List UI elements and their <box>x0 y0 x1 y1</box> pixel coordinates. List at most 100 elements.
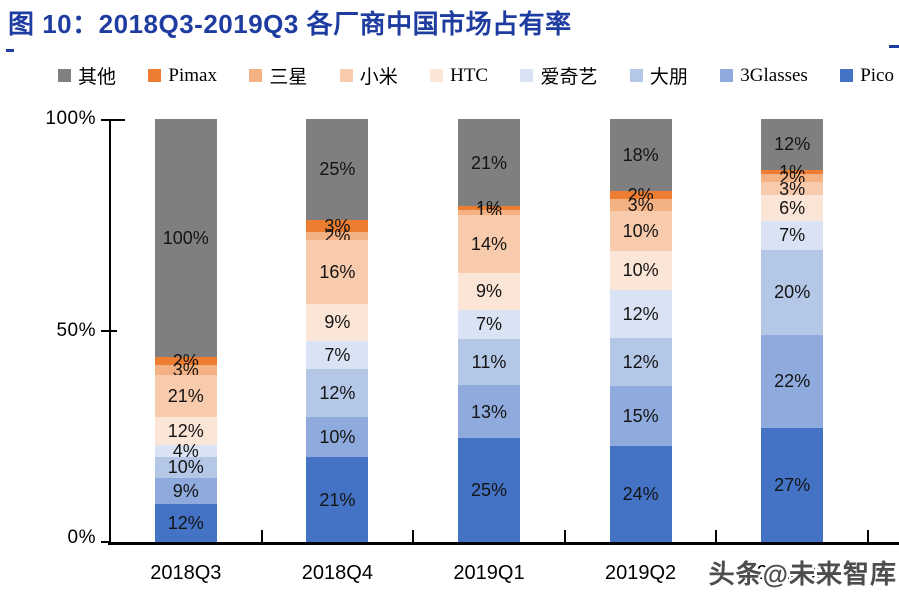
x-axis-tick <box>715 530 718 543</box>
stacked-bar-2019Q1: 21% 1% 1% 14% 9% 7% 11% 13% 25% <box>458 119 520 542</box>
plot-area: 100% 2% 3% 21% 12% 4% 10% 9% 12% 25% 3% 2% 16% 9% 7% 12… <box>110 119 868 542</box>
segment-三星 <box>306 231 369 240</box>
segment-Pico <box>609 445 672 542</box>
segment-爱奇艺 <box>458 309 520 339</box>
y-tick-50 <box>101 330 117 332</box>
segment-大朋 <box>609 338 672 386</box>
segment-HTC <box>609 250 672 291</box>
figure-title: 图 10：2018Q3-2019Q3 各厂商中国市场占有率 <box>8 9 572 39</box>
x-axis-tick <box>867 530 869 543</box>
segment-其他 <box>761 119 824 170</box>
legend-label: 爱奇艺 <box>540 67 598 88</box>
legend-item-4: HTC <box>430 65 488 87</box>
stacked-bar-2019Q2: 18% 2% 3% 10% 10% 12% 12% 15% 24% <box>609 119 672 542</box>
y-tick-0 <box>101 541 110 543</box>
segment-HTC <box>458 272 520 310</box>
segment-三星 <box>458 210 520 215</box>
y-axis-label-0: 0% <box>67 527 96 548</box>
segment-爱奇艺 <box>154 444 217 457</box>
title-underline-dash-right <box>889 45 899 48</box>
segment-Pico <box>154 503 217 542</box>
segment-爱奇艺 <box>761 220 824 251</box>
segment-3Glasses <box>306 417 369 458</box>
segment-HTC <box>761 195 824 221</box>
stacked-bar-2019Q3: 12% 1% 2% 3% 6% 7% 20% 22% 27% <box>761 119 824 542</box>
x-axis-line <box>108 542 899 545</box>
segment-大朋 <box>458 338 520 385</box>
legend-label: Pimax <box>168 64 217 86</box>
segment-3Glasses <box>154 478 217 504</box>
segment-三星 <box>154 364 217 376</box>
legend-swatch-icon <box>148 69 162 82</box>
stacked-bar-2018Q4: 25% 3% 2% 16% 9% 7% 12% 10% 21% <box>306 119 369 542</box>
legend-swatch-icon <box>249 69 263 82</box>
legend-swatch-icon <box>58 69 71 82</box>
legend-item-0: 其他 <box>58 62 116 89</box>
segment-小米 <box>458 214 520 273</box>
y-tick-100 <box>101 119 125 121</box>
x-axis-tick <box>260 530 263 543</box>
segment-Pimax <box>609 190 672 199</box>
y-axis-label-50: 50% <box>56 320 96 341</box>
legend-item-6: 大朋 <box>629 62 688 89</box>
watermark: 头条@未来智库 <box>708 559 897 589</box>
segment-HTC <box>306 304 369 341</box>
segment-其他 <box>154 119 217 357</box>
legend-item-1: Pimax <box>148 65 217 87</box>
segment-其他 <box>609 119 672 191</box>
segment-3Glasses <box>761 334 824 428</box>
segment-3Glasses <box>609 385 672 446</box>
legend-label: 三星 <box>269 67 308 88</box>
segment-爱奇艺 <box>609 290 672 339</box>
legend-label: 其他 <box>78 67 117 88</box>
segment-三星 <box>761 173 824 183</box>
x-axis-label-2018Q4: 2018Q4 <box>301 562 373 584</box>
segment-HTC <box>154 417 217 445</box>
legend-swatch-icon <box>339 69 353 82</box>
x-axis-label-2019Q3: 2019Q3 <box>756 562 828 584</box>
segment-大朋 <box>154 456 217 479</box>
legend-label: 小米 <box>359 67 398 88</box>
legend-swatch-icon <box>430 69 444 82</box>
segment-大朋 <box>761 250 824 335</box>
segment-Pico <box>306 457 369 542</box>
legend-label: HTC <box>450 64 489 86</box>
segment-Pimax <box>458 206 520 211</box>
segment-小米 <box>609 210 672 251</box>
segment-小米 <box>761 182 824 196</box>
x-axis-tick <box>412 530 415 543</box>
stacked-bar-2018Q3: 100% 2% 3% 21% 12% 4% 10% 9% 12% <box>154 119 217 542</box>
legend-swatch-icon <box>840 69 854 82</box>
segment-大朋 <box>306 368 369 418</box>
segment-3Glasses <box>458 384 520 439</box>
y-axis-line <box>109 119 111 545</box>
segment-小米 <box>306 239 369 305</box>
segment-Pico <box>761 427 824 542</box>
segment-其他 <box>306 119 369 220</box>
x-axis-label-2018Q3: 2018Q3 <box>150 562 222 584</box>
segment-Pimax <box>306 219 369 232</box>
legend-item-3: 小米 <box>339 62 398 89</box>
segment-Pimax <box>154 356 217 365</box>
y-axis-label-100: 100% <box>45 108 96 129</box>
x-axis-label-2019Q1: 2019Q1 <box>453 562 525 584</box>
legend-item-8: Pico <box>840 65 894 87</box>
legend-swatch-icon <box>629 69 643 82</box>
segment-爱奇艺 <box>306 340 369 369</box>
x-axis-label-2019Q2: 2019Q2 <box>605 562 677 584</box>
legend-swatch-icon <box>720 69 734 82</box>
legend-item-2: 三星 <box>249 62 307 89</box>
legend-item-7: 3Glasses <box>720 65 808 87</box>
legend-label: 大朋 <box>649 67 688 88</box>
legend-label: 3Glasses <box>740 64 808 86</box>
segment-其他 <box>458 119 520 207</box>
title-underline-dash-left <box>6 49 14 52</box>
segment-Pimax <box>761 169 824 174</box>
legend-label: Pico <box>860 64 894 86</box>
legend-item-5: 爱奇艺 <box>520 62 598 89</box>
segment-三星 <box>609 198 672 211</box>
chart-legend: 其他 Pimax 三星 小米 HTC 爱奇艺 大朋 3Glasses Pico <box>58 62 894 89</box>
legend-swatch-icon <box>520 69 534 82</box>
segment-小米 <box>154 375 217 418</box>
x-axis-tick <box>563 530 566 543</box>
